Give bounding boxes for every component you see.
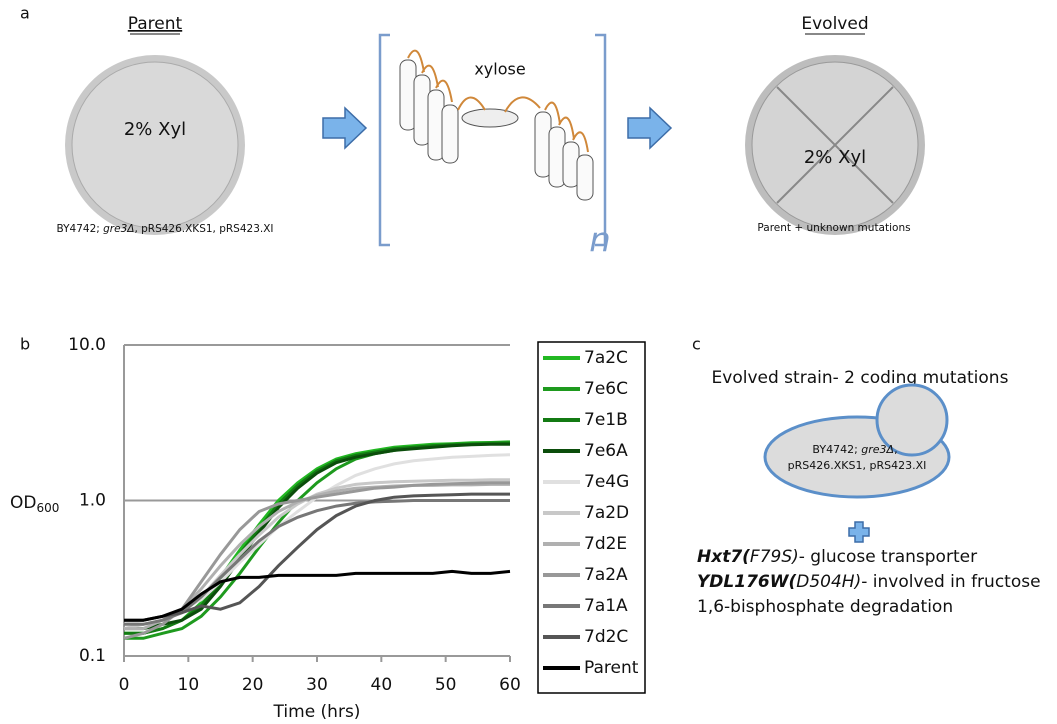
tubes	[399, 59, 594, 201]
evolved-title: Evolved	[801, 14, 868, 34]
legend-label: 7d2E	[584, 534, 627, 554]
plate-label: 2% Xyl	[124, 119, 186, 140]
x-axis-label: Time (hrs)	[273, 702, 361, 722]
caption-part: , pRS426.XKS1, pRS423.XI	[134, 223, 273, 235]
y-tick-label: 1.0	[79, 491, 106, 511]
plate-sectors	[776, 86, 894, 204]
legend-label: 7e4G	[584, 472, 629, 492]
panel-label: c	[692, 335, 701, 354]
y-tick-label: 10.0	[68, 335, 106, 355]
transfer-label: xylose	[474, 60, 525, 79]
legend-label: 7e6C	[584, 379, 628, 399]
plus	[848, 521, 870, 543]
change: F79S)	[750, 547, 799, 567]
panel-label: b	[20, 335, 30, 354]
series-line	[123, 481, 510, 640]
y-label-subscript: 600	[36, 501, 59, 515]
caption-part: BY4742;	[56, 223, 103, 235]
gene: Hxt7(	[697, 547, 750, 567]
cell-text-part: BY4742;	[812, 443, 861, 456]
panel-title: Evolved strain- 2 coding mutations	[712, 368, 1009, 388]
legend-label: Parent	[584, 658, 639, 678]
arrow	[627, 106, 673, 150]
series-line	[124, 499, 510, 626]
y-axis-label: OD600	[10, 493, 59, 515]
legend-box	[537, 341, 646, 694]
evolved-caption: Parent + unknown mutations	[757, 222, 910, 234]
arrow	[322, 106, 368, 150]
x-tick-label: 50	[435, 675, 457, 695]
change: D504H)	[796, 572, 861, 592]
caption-part: gre3Δ	[103, 223, 134, 235]
series-line	[124, 442, 510, 631]
y-label-text: OD	[10, 493, 36, 513]
repeat-symbol: n	[589, 221, 611, 261]
x-tick-label: 10	[178, 675, 200, 695]
plate-label: 2% Xyl	[804, 147, 866, 168]
parent-title: Parent	[128, 14, 183, 34]
legend-label: 7e1B	[584, 410, 628, 430]
x-tick-label: 40	[371, 675, 393, 695]
cell-bud	[875, 383, 949, 457]
legend-label: 7a1A	[584, 596, 628, 616]
y-tick-label: 0.1	[79, 646, 106, 666]
x-tick-label: 0	[119, 675, 130, 695]
mutation: Hxt7(F79S)- glucose transporter	[697, 547, 977, 567]
legend-label: 7a2C	[584, 348, 628, 368]
cell-text: BY4742; gre3Δ,	[812, 443, 897, 456]
legend-label: 7d2C	[584, 627, 628, 647]
cell-text-part: gre3Δ	[861, 443, 894, 456]
legend-label: 7a2D	[584, 503, 629, 523]
cell-text: pRS426.XKS1, pRS423.XI	[788, 459, 927, 472]
x-tick-label: 60	[499, 675, 521, 695]
description: - glucose transporter	[799, 547, 977, 567]
legend-label: 7a2A	[584, 565, 628, 585]
cell-text-part: ,	[894, 443, 898, 456]
transfer-arrows	[407, 49, 589, 153]
mutation-note: 1,6-bisphosphate degradation	[697, 597, 953, 617]
legend-label: 7e6A	[584, 441, 628, 461]
mutation: YDL176W(D504H)- involved in fructose	[697, 572, 1041, 592]
x-tick-label: 20	[242, 675, 264, 695]
series-line	[124, 492, 510, 622]
panel-label: a	[20, 4, 30, 23]
series-line	[124, 569, 511, 622]
description: - involved in fructose	[861, 572, 1040, 592]
plate-inner	[71, 61, 239, 229]
series-line	[123, 478, 510, 631]
parent-caption: BY4742; gre3Δ, pRS426.XKS1, pRS423.XI	[56, 223, 273, 235]
bracket	[595, 33, 607, 247]
bracket	[378, 33, 390, 247]
gene: YDL176W(	[697, 572, 796, 592]
x-tick-label: 30	[306, 675, 328, 695]
